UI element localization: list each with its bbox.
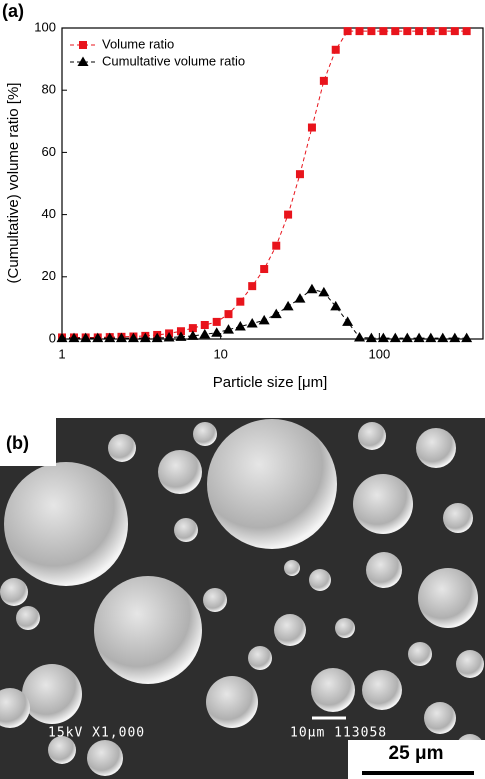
data-point	[355, 27, 364, 36]
data-point	[330, 300, 342, 311]
data-point	[188, 324, 197, 333]
y-tick-label: 40	[42, 206, 56, 221]
data-point	[449, 332, 461, 343]
y-axis-label: (Cumultative) volume ratio [%]	[5, 83, 22, 284]
data-point	[307, 123, 316, 132]
data-point	[425, 332, 437, 343]
data-point	[415, 27, 424, 36]
data-point	[211, 327, 223, 337]
y-tick-label: 20	[42, 268, 56, 283]
data-point	[224, 310, 233, 319]
x-tick-label: 100	[368, 346, 390, 361]
micrograph: (b) 15kV X1,000 10μm 113058 25 μm	[0, 418, 485, 779]
data-point	[282, 300, 294, 311]
legend-label: Cumultative volume ratio	[102, 53, 245, 68]
data-point	[426, 27, 435, 36]
data-point	[272, 241, 281, 250]
data-point	[246, 317, 258, 328]
data-point	[413, 332, 425, 343]
data-point	[331, 45, 340, 54]
panel-label: (b)	[6, 433, 29, 453]
data-point	[127, 332, 139, 343]
plot-frame	[61, 27, 484, 340]
data-point	[92, 332, 104, 343]
series-line	[62, 30, 467, 338]
data-point	[379, 27, 388, 36]
data-point	[342, 316, 354, 326]
data-point	[175, 331, 187, 341]
data-point	[438, 27, 447, 36]
sem-info: 15kV X1,000	[48, 726, 145, 741]
y-tick-label: 80	[42, 82, 56, 97]
data-point	[56, 332, 68, 343]
data-point	[403, 27, 412, 36]
data-point	[163, 331, 175, 342]
data-point	[199, 328, 211, 339]
data-point	[68, 332, 80, 343]
y-tick-label: 100	[34, 19, 56, 34]
panel-label: (a)	[2, 1, 24, 21]
legend-marker	[77, 56, 89, 66]
y-tick-label: 0	[49, 330, 56, 345]
data-point	[270, 308, 282, 319]
scale-bar-label: 25 μm	[389, 743, 444, 764]
data-point	[284, 210, 293, 219]
series-line	[62, 288, 467, 339]
data-point	[115, 332, 127, 343]
x-axis-label: Particle size [μm]	[213, 374, 328, 391]
data-point	[343, 27, 352, 36]
data-point	[462, 27, 471, 36]
data-point	[294, 293, 306, 303]
data-point	[461, 332, 473, 343]
data-point	[319, 76, 328, 85]
chart: (a) Particle size [μm] (Cumultative) vol…	[2, 1, 484, 391]
data-point	[200, 321, 209, 330]
data-point	[377, 332, 389, 343]
data-point	[318, 286, 330, 297]
data-point	[234, 321, 246, 331]
data-point	[401, 332, 413, 343]
data-point	[391, 27, 400, 36]
data-point	[306, 283, 318, 294]
data-point	[260, 265, 269, 274]
data-point	[236, 297, 245, 306]
data-point	[365, 332, 377, 343]
data-point	[176, 327, 185, 336]
data-point	[367, 27, 376, 36]
y-tick-label: 60	[42, 144, 56, 159]
legend-marker	[79, 41, 87, 49]
data-point	[295, 170, 304, 179]
data-point	[80, 332, 92, 343]
data-point	[248, 282, 257, 291]
panel-label-box	[0, 418, 56, 466]
sem-marker-info: 10μm 113058	[290, 726, 387, 741]
data-point	[258, 314, 270, 325]
legend-label: Volume ratio	[102, 36, 174, 51]
data-point	[139, 332, 151, 343]
data-point	[389, 332, 401, 343]
x-tick-label: 1	[58, 346, 65, 361]
x-tick-label: 10	[213, 346, 227, 361]
data-point	[222, 324, 234, 334]
data-point	[212, 317, 221, 326]
data-point	[104, 332, 116, 343]
data-point	[187, 330, 199, 340]
data-point	[437, 332, 449, 343]
data-point	[151, 332, 163, 343]
data-point	[354, 331, 366, 342]
data-point	[450, 27, 459, 36]
